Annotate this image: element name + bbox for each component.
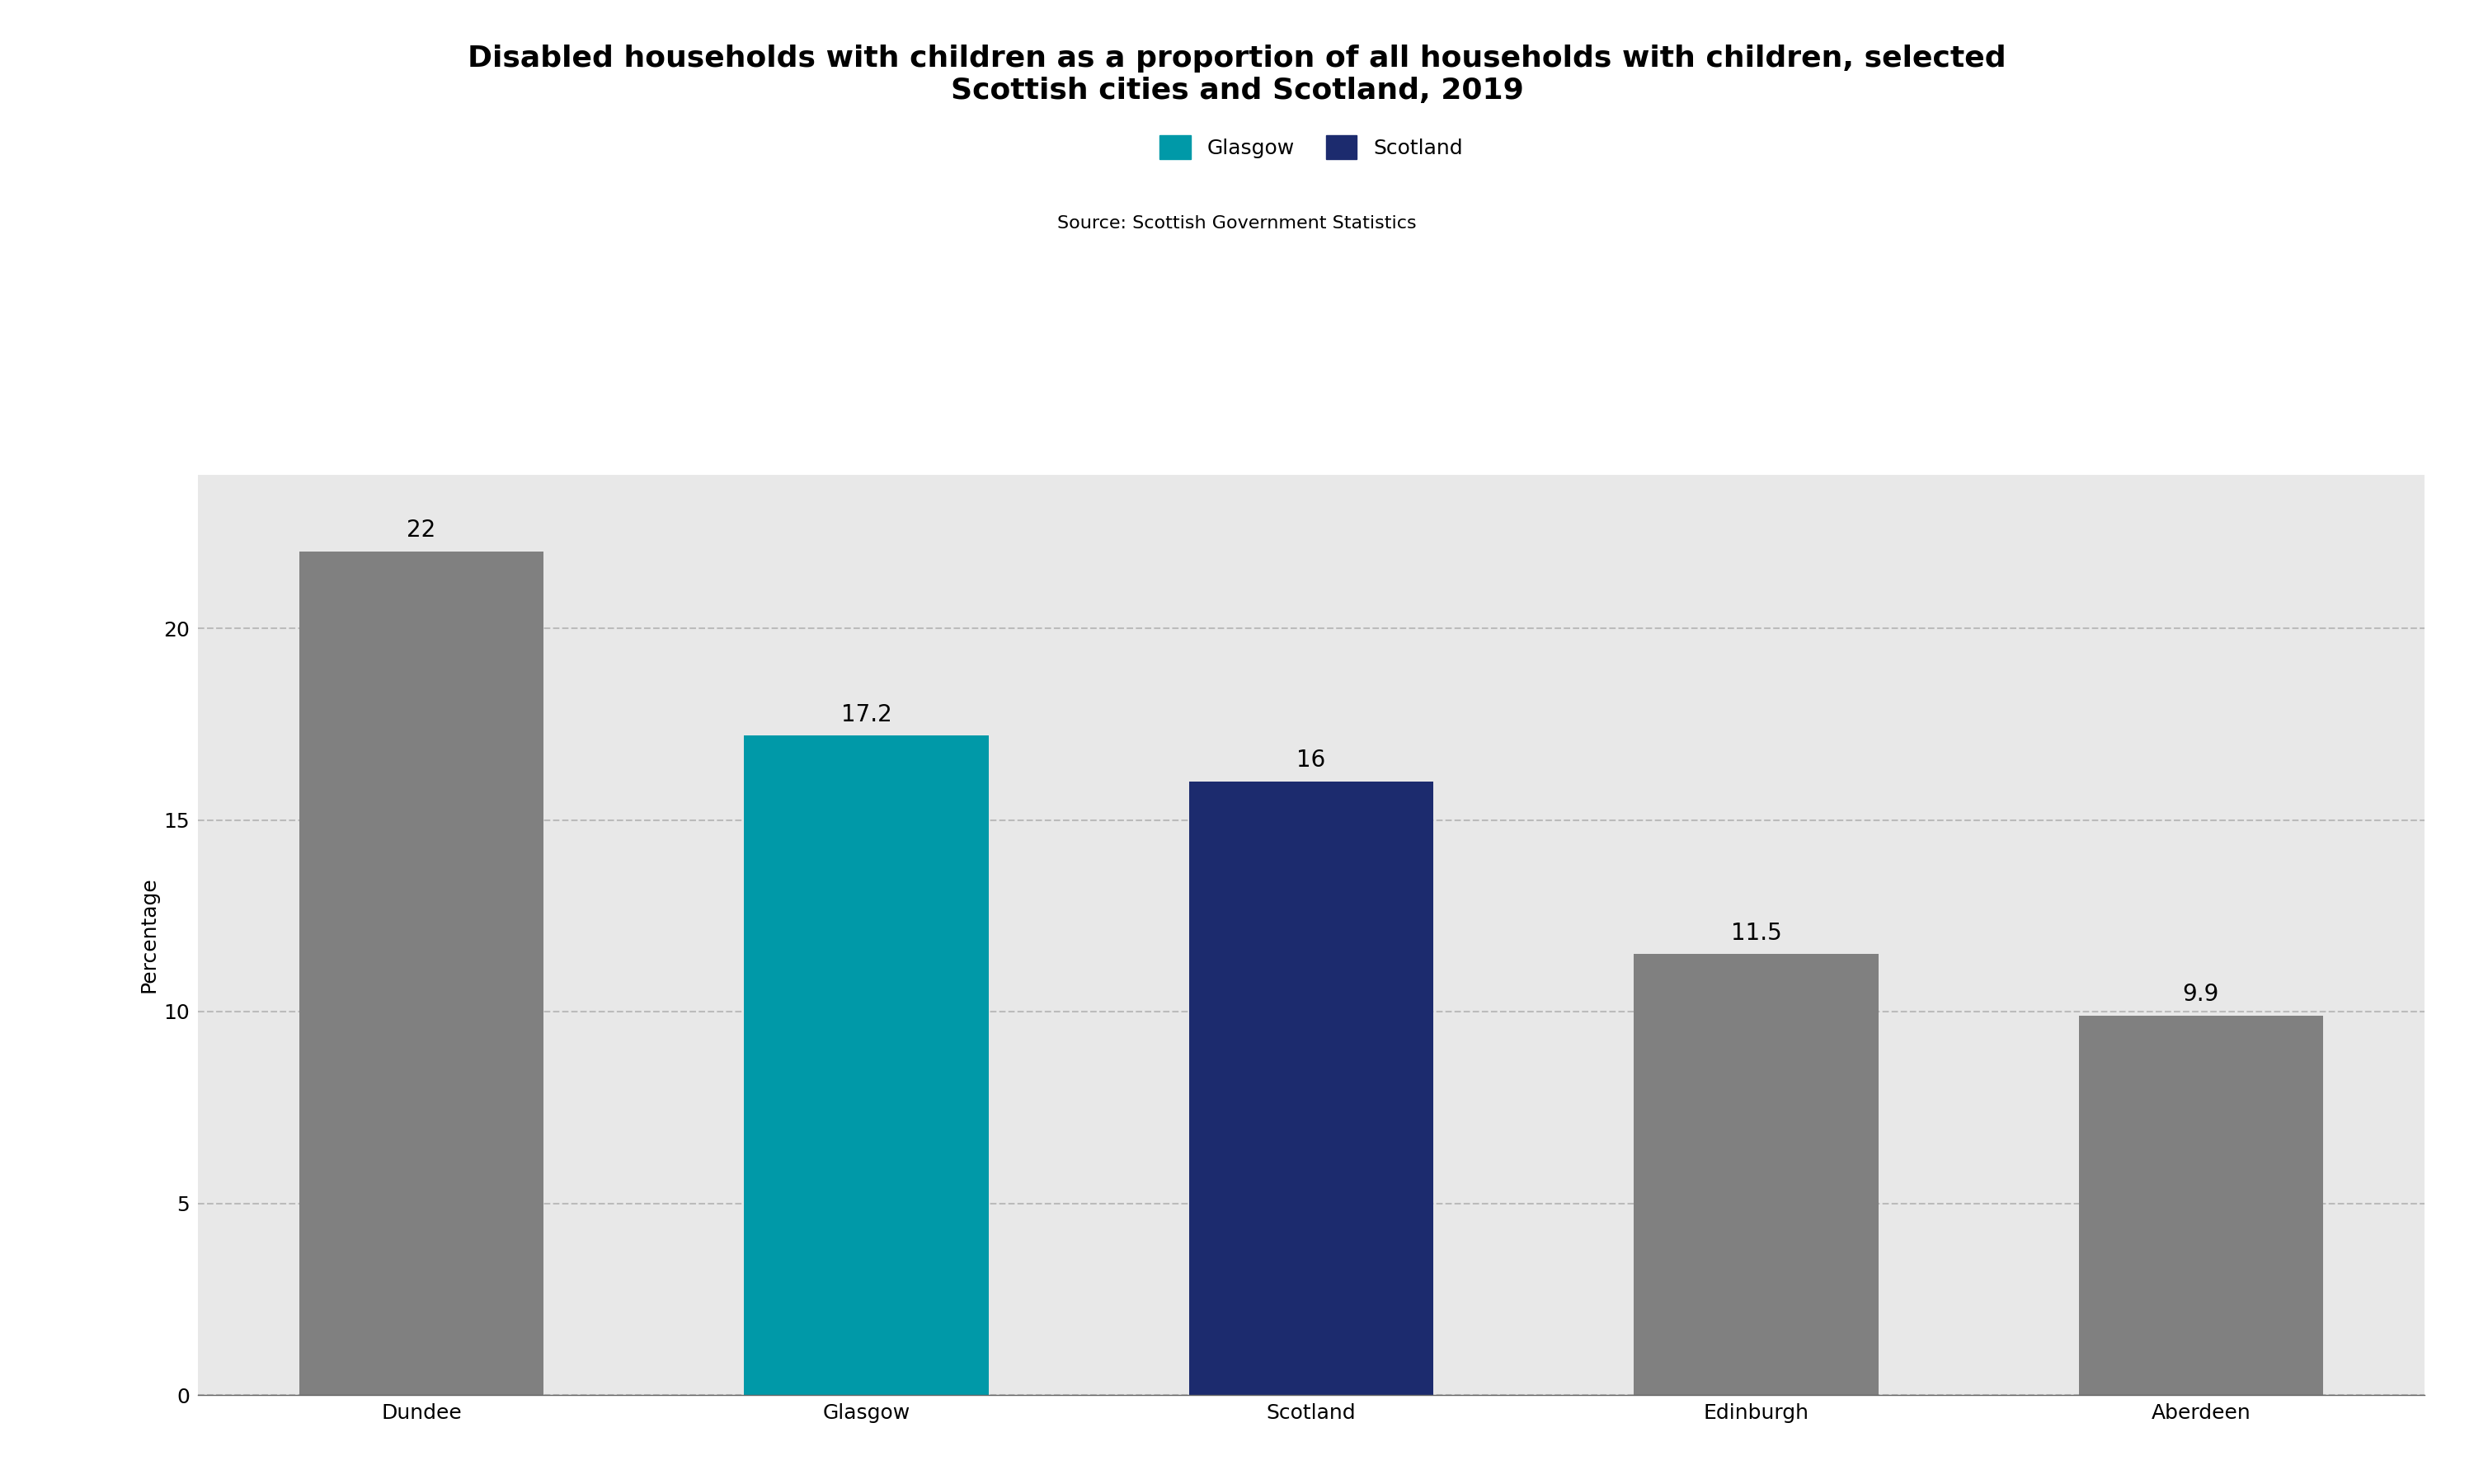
Bar bbox=[299, 552, 544, 1395]
Bar bbox=[745, 736, 990, 1395]
Text: 17.2: 17.2 bbox=[841, 703, 891, 726]
Text: Source: Scottish Government Statistics: Source: Scottish Government Statistics bbox=[1056, 215, 1418, 232]
Text: Disabled households with children as a proportion of all households with childre: Disabled households with children as a p… bbox=[468, 45, 2006, 105]
Text: 9.9: 9.9 bbox=[2182, 982, 2219, 1006]
Legend: Glasgow, Scotland: Glasgow, Scotland bbox=[1160, 135, 1462, 159]
Y-axis label: Percentage: Percentage bbox=[139, 877, 158, 993]
Text: 11.5: 11.5 bbox=[1732, 922, 1781, 944]
Text: 16: 16 bbox=[1296, 749, 1326, 772]
Text: 22: 22 bbox=[406, 519, 435, 542]
Bar bbox=[1190, 782, 1432, 1395]
Bar bbox=[2078, 1015, 2323, 1395]
Bar bbox=[1633, 954, 1878, 1395]
